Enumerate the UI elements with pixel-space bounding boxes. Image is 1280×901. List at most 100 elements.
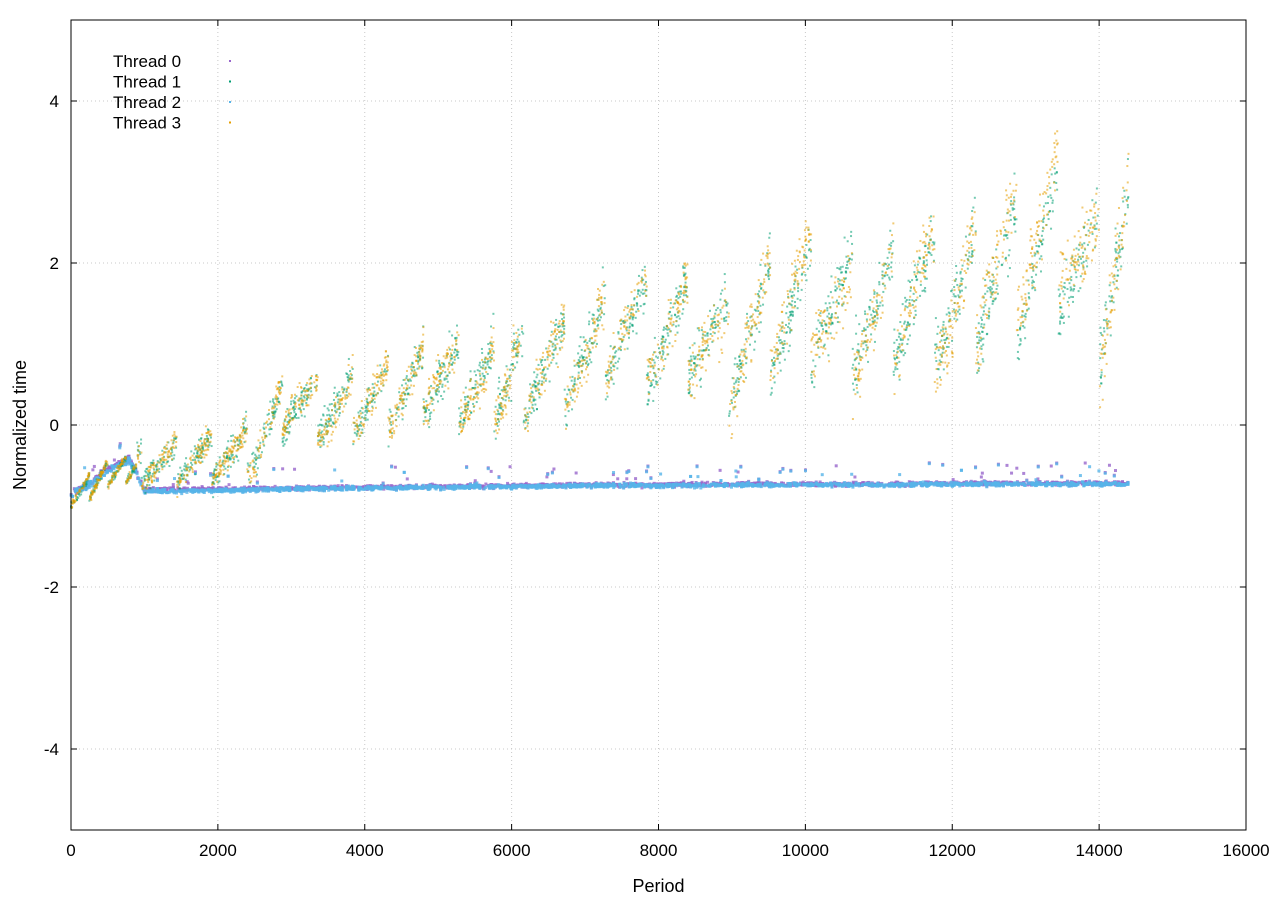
data-point — [1099, 327, 1101, 329]
data-point — [846, 483, 849, 486]
data-point — [91, 468, 94, 471]
data-point — [380, 390, 382, 392]
data-point — [762, 304, 764, 306]
data-point — [528, 407, 530, 409]
data-point — [1052, 210, 1054, 212]
data-point — [869, 308, 871, 310]
data-point — [604, 284, 606, 286]
data-point — [689, 475, 692, 478]
data-point — [374, 485, 377, 488]
data-point — [464, 399, 466, 401]
data-point — [943, 368, 945, 370]
data-point — [386, 487, 389, 490]
data-point — [831, 484, 834, 487]
data-point — [1115, 266, 1117, 268]
data-point — [457, 351, 459, 353]
data-point — [345, 403, 347, 405]
data-point — [736, 483, 739, 486]
data-point — [1117, 275, 1119, 277]
data-point — [457, 357, 459, 359]
data-point — [152, 488, 155, 491]
data-point — [976, 346, 978, 348]
data-point — [714, 485, 717, 488]
data-point — [529, 383, 531, 385]
data-point — [942, 352, 944, 354]
data-point — [819, 312, 821, 314]
data-point — [717, 483, 720, 486]
data-point — [726, 484, 729, 487]
data-point — [940, 329, 942, 331]
data-point — [811, 381, 813, 383]
data-point — [570, 397, 572, 399]
data-point — [555, 323, 557, 325]
data-point — [161, 450, 163, 452]
grid-layer — [71, 20, 1246, 830]
data-point — [1010, 219, 1012, 221]
data-point — [1031, 481, 1034, 484]
data-point — [1100, 376, 1102, 378]
data-point — [561, 318, 563, 320]
data-point — [545, 347, 547, 349]
data-point — [766, 483, 769, 486]
data-point — [572, 485, 575, 488]
data-point — [809, 265, 811, 267]
data-point — [1051, 202, 1053, 204]
data-point — [679, 318, 681, 320]
data-point — [492, 486, 495, 489]
data-point — [497, 387, 499, 389]
data-point — [837, 302, 839, 304]
data-point — [1046, 481, 1049, 484]
data-point — [903, 354, 905, 356]
data-point — [976, 483, 979, 486]
data-point — [1079, 474, 1082, 477]
data-point — [259, 487, 262, 490]
data-point — [1058, 289, 1060, 291]
data-point — [608, 484, 611, 487]
data-point — [357, 488, 360, 491]
data-point — [173, 477, 176, 480]
data-point — [575, 471, 578, 474]
data-point — [724, 273, 726, 275]
data-point — [569, 486, 572, 489]
data-point — [1034, 255, 1036, 257]
data-point — [974, 466, 977, 469]
data-point — [905, 329, 907, 331]
data-point — [181, 489, 184, 492]
data-point — [106, 469, 109, 472]
data-point — [333, 468, 336, 471]
data-point — [1051, 484, 1054, 487]
data-point — [230, 489, 233, 492]
data-point — [521, 325, 523, 327]
data-point — [1088, 230, 1090, 232]
data-point — [538, 380, 540, 382]
data-point — [678, 325, 680, 327]
data-point — [431, 403, 433, 405]
data-point — [941, 464, 944, 467]
data-point — [340, 479, 343, 482]
data-point — [403, 471, 406, 474]
data-point — [637, 293, 639, 295]
data-point — [489, 484, 492, 487]
data-point — [481, 352, 483, 354]
data-point — [701, 484, 704, 487]
data-point — [676, 316, 678, 318]
data-point — [861, 484, 864, 487]
data-point — [708, 349, 710, 351]
data-point — [893, 342, 895, 344]
data-point — [506, 365, 508, 367]
data-point — [1005, 464, 1008, 467]
data-point — [394, 466, 397, 469]
data-point — [735, 381, 737, 383]
data-point — [735, 475, 738, 478]
data-point — [408, 486, 411, 489]
data-point — [792, 481, 795, 484]
data-point — [829, 302, 831, 304]
data-point — [620, 323, 622, 325]
data-point — [111, 466, 114, 469]
data-point — [443, 391, 445, 393]
data-point — [611, 483, 614, 486]
data-point — [628, 337, 630, 339]
data-point — [579, 345, 581, 347]
data-point — [206, 435, 208, 437]
data-point — [506, 485, 509, 488]
